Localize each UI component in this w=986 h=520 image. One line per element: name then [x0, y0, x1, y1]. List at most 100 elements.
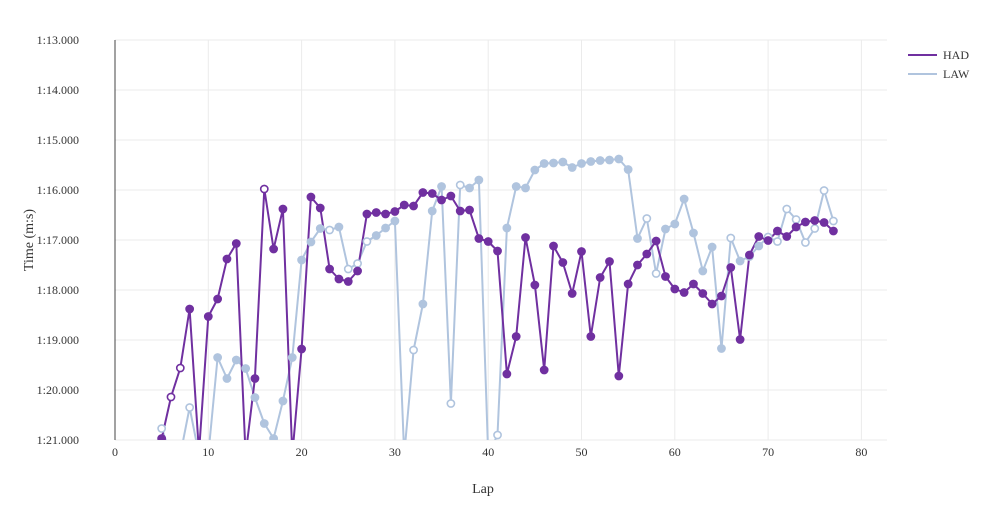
data-point-law [539, 159, 549, 168]
data-point-had [530, 280, 540, 290]
data-point-law [717, 344, 726, 353]
data-point-had [259, 184, 269, 194]
data-point-law [474, 175, 484, 185]
data-point-had [157, 434, 167, 440]
data-point-had [297, 344, 306, 354]
data-point-law [614, 154, 624, 164]
tick-labels: 1:13.000 1:14.000 1:15.000 1:16.000 1:17.000… [37, 33, 868, 459]
x-tick-label: 30 [389, 445, 401, 459]
data-point-law [222, 374, 232, 383]
data-point-law [185, 403, 195, 412]
x-tick-label: 70 [762, 445, 774, 459]
data-point-had [829, 226, 838, 236]
data-point-had [642, 249, 652, 259]
data-point-law [511, 182, 521, 191]
data-point-law [810, 224, 820, 233]
data-point-had [586, 332, 596, 341]
plot-area [157, 154, 838, 458]
data-point-law [493, 430, 502, 440]
data-point-law [819, 186, 829, 195]
data-point-law [401, 451, 408, 458]
data-point-law [371, 231, 381, 240]
data-point-had [474, 234, 484, 243]
data-point-law [409, 345, 418, 355]
data-point-had [726, 263, 736, 272]
data-point-had [493, 246, 502, 256]
data-point-had [558, 258, 568, 267]
data-point-law [315, 224, 325, 233]
y-tick-label: 1:19.000 [37, 333, 79, 347]
x-tick-label: 40 [482, 445, 494, 459]
data-point-had [250, 374, 260, 383]
data-point-had [353, 266, 362, 276]
data-point-had [427, 189, 437, 198]
data-point-had [567, 289, 577, 298]
legend-item-law[interactable]: LAW [908, 67, 970, 81]
data-point-had [242, 451, 249, 458]
data-point-law [670, 219, 680, 229]
data-point-law [381, 223, 390, 233]
data-point-law [782, 204, 792, 214]
data-point-had [371, 208, 381, 217]
data-point-had [185, 304, 195, 314]
data-point-law [595, 156, 605, 165]
data-point-had [577, 247, 586, 256]
data-point-law [530, 165, 540, 175]
data-point-had [437, 195, 446, 205]
data-point-law [157, 424, 167, 433]
data-point-law [343, 264, 353, 274]
y-tick-label: 1:21.000 [37, 433, 79, 447]
y-axis-title: Time (m:s) [22, 209, 37, 271]
data-point-had [399, 200, 409, 210]
series-lines [160, 158, 835, 440]
data-point-law [465, 183, 474, 193]
data-point-had [511, 332, 521, 341]
data-point-had [381, 209, 390, 219]
legend-item-had[interactable]: HAD [908, 48, 969, 62]
data-point-had [549, 241, 558, 251]
data-point-had [773, 226, 782, 236]
legend[interactable]: HAD LAW [908, 48, 970, 81]
data-point-had [717, 291, 726, 301]
data-point-law [642, 214, 652, 223]
data-point-law [577, 159, 586, 168]
data-point-law [297, 255, 306, 265]
x-tick-label: 60 [669, 445, 681, 459]
data-point-law [567, 163, 577, 172]
x-axis-title: Lap [472, 482, 494, 497]
data-point-had [483, 237, 493, 246]
legend-label: HAD [943, 48, 969, 62]
x-tick-label: 0 [112, 445, 118, 459]
data-point-law [651, 269, 661, 278]
data-point-had [315, 203, 325, 213]
data-point-had [306, 192, 316, 202]
data-point-law [231, 355, 241, 365]
data-point-law [502, 223, 512, 233]
data-point-law [306, 237, 316, 247]
data-point-had [763, 236, 773, 245]
data-point-law [427, 206, 437, 216]
data-point-law [334, 222, 344, 232]
data-point-law [549, 158, 558, 168]
data-point-had [502, 369, 512, 379]
data-point-had [409, 201, 418, 211]
data-point-law [241, 364, 251, 373]
data-point-law [446, 399, 456, 408]
y-tick-label: 1:14.000 [37, 83, 79, 97]
data-point-had [521, 233, 530, 242]
data-point-had [754, 232, 764, 241]
data-point-had [595, 273, 605, 282]
x-tick-label: 50 [576, 445, 588, 459]
data-point-had [325, 264, 334, 274]
data-point-had [446, 191, 456, 201]
series-line-law [160, 158, 835, 440]
data-point-had [343, 277, 353, 286]
data-point-law [278, 396, 288, 406]
data-point-had [698, 289, 708, 298]
data-point-law [437, 182, 446, 191]
data-point-law [353, 259, 362, 268]
data-point-law [325, 225, 334, 235]
data-point-law [707, 242, 717, 252]
data-point-law [586, 157, 596, 166]
